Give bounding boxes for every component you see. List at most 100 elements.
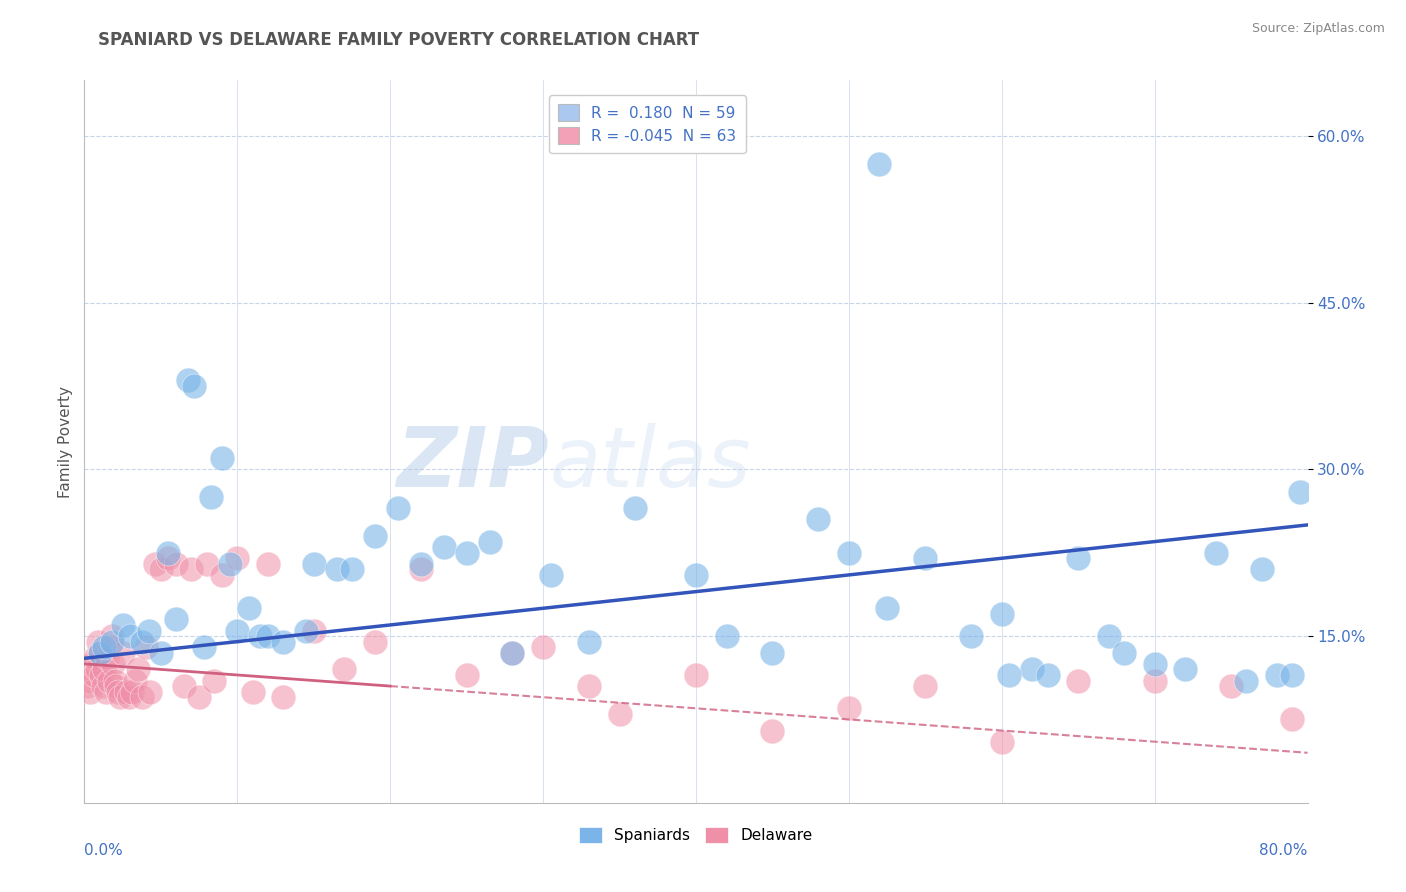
- Point: [998, 668, 1021, 682]
- Point: [114, 684, 136, 698]
- Point: [761, 723, 783, 738]
- Point: [131, 690, 153, 705]
- Point: [77, 673, 100, 688]
- Point: [242, 684, 264, 698]
- Point: [340, 562, 363, 576]
- Point: [838, 701, 860, 715]
- Text: atlas: atlas: [550, 423, 751, 504]
- Point: [135, 640, 157, 655]
- Y-axis label: Family Poverty: Family Poverty: [58, 385, 73, 498]
- Point: [238, 601, 260, 615]
- Point: [124, 673, 146, 688]
- Point: [121, 684, 143, 698]
- Point: [180, 562, 202, 576]
- Text: 0.0%: 0.0%: [84, 843, 124, 857]
- Point: [502, 646, 524, 660]
- Point: [211, 451, 233, 466]
- Point: [157, 551, 180, 566]
- Point: [624, 501, 647, 516]
- Point: [173, 679, 195, 693]
- Point: [90, 668, 112, 682]
- Point: [302, 624, 325, 638]
- Text: SPANIARD VS DELAWARE FAMILY POVERTY CORRELATION CHART: SPANIARD VS DELAWARE FAMILY POVERTY CORR…: [98, 31, 700, 49]
- Point: [1236, 673, 1258, 688]
- Point: [91, 679, 114, 693]
- Point: [685, 568, 707, 582]
- Point: [202, 673, 225, 688]
- Point: [1143, 673, 1166, 688]
- Point: [103, 657, 125, 671]
- Point: [118, 690, 141, 705]
- Point: [1281, 713, 1303, 727]
- Point: [869, 156, 891, 170]
- Point: [111, 618, 134, 632]
- Point: [433, 540, 456, 554]
- Point: [143, 557, 166, 571]
- Point: [1021, 662, 1043, 676]
- Point: [991, 734, 1014, 748]
- Point: [111, 646, 134, 660]
- Point: [1114, 646, 1136, 660]
- Point: [107, 684, 129, 698]
- Point: [94, 684, 117, 698]
- Point: [89, 646, 111, 660]
- Point: [578, 679, 600, 693]
- Point: [609, 706, 631, 721]
- Point: [139, 684, 162, 698]
- Point: [211, 568, 233, 582]
- Point: [325, 562, 347, 576]
- Point: [127, 662, 149, 676]
- Text: Source: ZipAtlas.com: Source: ZipAtlas.com: [1251, 22, 1385, 36]
- Point: [1289, 484, 1312, 499]
- Point: [149, 646, 172, 660]
- Point: [101, 629, 124, 643]
- Point: [218, 557, 240, 571]
- Point: [502, 646, 524, 660]
- Point: [716, 629, 738, 643]
- Point: [97, 673, 120, 688]
- Point: [257, 557, 280, 571]
- Point: [914, 551, 936, 566]
- Point: [1036, 668, 1059, 682]
- Point: [87, 634, 110, 648]
- Point: [914, 679, 936, 693]
- Point: [84, 651, 107, 665]
- Point: [249, 629, 271, 643]
- Point: [364, 634, 387, 648]
- Point: [177, 373, 200, 387]
- Text: 80.0%: 80.0%: [1260, 843, 1308, 857]
- Point: [195, 557, 218, 571]
- Legend: Spaniards, Delaware: Spaniards, Delaware: [574, 822, 818, 849]
- Point: [578, 634, 600, 648]
- Point: [409, 557, 432, 571]
- Point: [295, 624, 318, 638]
- Point: [93, 662, 115, 676]
- Point: [876, 601, 898, 615]
- Point: [960, 629, 983, 643]
- Point: [991, 607, 1014, 621]
- Point: [165, 612, 187, 626]
- Point: [1067, 673, 1090, 688]
- Point: [93, 640, 115, 655]
- Point: [302, 557, 325, 571]
- Point: [456, 546, 478, 560]
- Point: [685, 668, 707, 682]
- Point: [104, 673, 127, 688]
- Point: [165, 557, 187, 571]
- Point: [226, 551, 249, 566]
- Point: [1265, 668, 1288, 682]
- Point: [131, 634, 153, 648]
- Point: [364, 529, 387, 543]
- Point: [183, 379, 205, 393]
- Point: [86, 662, 108, 676]
- Point: [257, 629, 280, 643]
- Point: [101, 634, 124, 648]
- Point: [80, 657, 103, 671]
- Point: [1067, 551, 1090, 566]
- Point: [409, 562, 432, 576]
- Point: [188, 690, 211, 705]
- Point: [157, 546, 180, 560]
- Point: [271, 690, 294, 705]
- Point: [83, 668, 105, 682]
- Point: [108, 690, 131, 705]
